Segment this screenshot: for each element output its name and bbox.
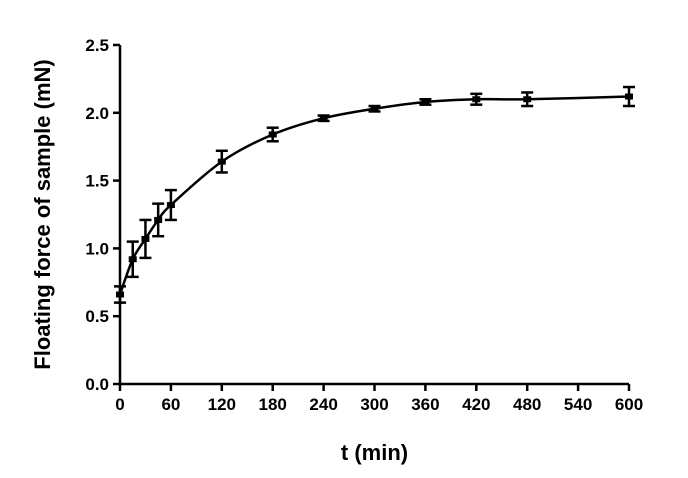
x-tick-label: 480 bbox=[513, 395, 541, 414]
x-tick-label: 420 bbox=[462, 395, 490, 414]
data-point bbox=[472, 96, 481, 103]
y-tick-label: 2.5 bbox=[85, 36, 109, 55]
y-axis-title: Floating force of sample (mN) bbox=[30, 59, 55, 369]
y-ticks: 0.0 0.5 1.0 1.5 2.0 2.5 bbox=[85, 36, 120, 394]
x-tick-label: 120 bbox=[208, 395, 236, 414]
x-tick-label: 300 bbox=[360, 395, 388, 414]
plot-area bbox=[114, 85, 635, 304]
data-point bbox=[370, 105, 379, 112]
x-tick-label: 0 bbox=[115, 395, 124, 414]
data-point bbox=[217, 158, 226, 165]
x-tick-label: 180 bbox=[259, 395, 287, 414]
y-tick-label: 0.0 bbox=[85, 375, 109, 394]
data-point bbox=[523, 96, 532, 103]
data-point bbox=[141, 235, 150, 242]
x-tick-label: 600 bbox=[615, 395, 643, 414]
data-point bbox=[319, 115, 328, 122]
x-ticks: 0 60 120 180 240 300 360 420 480 540 600 bbox=[115, 384, 643, 414]
y-tick-label: 1.0 bbox=[85, 239, 109, 258]
axes bbox=[118, 45, 629, 386]
data-point bbox=[268, 131, 277, 138]
x-tick-label: 240 bbox=[309, 395, 337, 414]
data-point bbox=[625, 93, 633, 100]
data-point bbox=[128, 256, 137, 263]
x-tick-label: 540 bbox=[564, 395, 592, 414]
x-tick-label: 360 bbox=[411, 395, 439, 414]
y-tick-label: 0.5 bbox=[85, 307, 109, 326]
data-point bbox=[421, 98, 430, 105]
data-point bbox=[116, 291, 124, 298]
x-tick-label: 60 bbox=[161, 395, 180, 414]
y-tick-label: 1.5 bbox=[85, 172, 109, 191]
data-point bbox=[154, 216, 163, 223]
x-axis-title: t (min) bbox=[341, 440, 408, 465]
y-tick-label: 2.0 bbox=[85, 104, 109, 123]
series-line bbox=[118, 95, 630, 295]
data-point bbox=[166, 202, 175, 209]
